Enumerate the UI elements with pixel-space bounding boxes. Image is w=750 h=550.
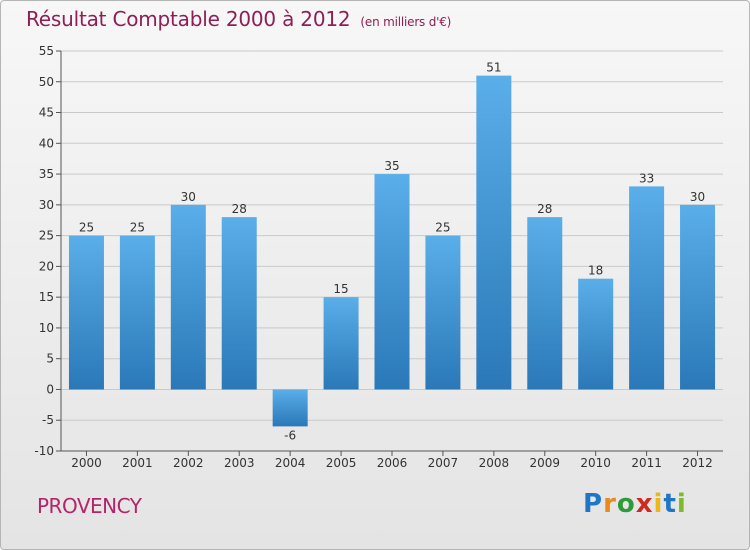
bar bbox=[629, 186, 665, 390]
y-tick-label: 55 bbox=[39, 44, 54, 58]
bar bbox=[119, 235, 155, 390]
bar bbox=[476, 75, 512, 390]
bar bbox=[527, 217, 563, 390]
logo-letter: t bbox=[663, 489, 677, 519]
y-tick-label: 10 bbox=[39, 321, 54, 335]
y-tick-label: 15 bbox=[39, 290, 54, 304]
y-tick-label: 45 bbox=[39, 106, 54, 120]
y-tick-label: 0 bbox=[46, 382, 54, 396]
bar bbox=[680, 204, 716, 390]
data-label: 25 bbox=[79, 221, 94, 235]
x-tick-label: 2007 bbox=[428, 456, 459, 470]
x-tick-label: 2001 bbox=[122, 456, 153, 470]
bar bbox=[374, 174, 410, 390]
bar bbox=[68, 235, 104, 390]
logo-letter: o bbox=[616, 489, 636, 519]
data-label: 18 bbox=[588, 264, 603, 278]
y-tick-label: 40 bbox=[39, 136, 54, 150]
x-tick-label: 2003 bbox=[224, 456, 255, 470]
logo-letter: i bbox=[653, 489, 664, 519]
data-label: -6 bbox=[284, 428, 296, 442]
x-tick-label: 2002 bbox=[173, 456, 204, 470]
y-tick-label: 50 bbox=[39, 75, 54, 89]
x-tick-label: 2000 bbox=[71, 456, 102, 470]
data-label: 28 bbox=[232, 202, 247, 216]
y-tick-label: 5 bbox=[46, 352, 54, 366]
x-tick-label: 2008 bbox=[479, 456, 510, 470]
x-tick-label: 2011 bbox=[631, 456, 662, 470]
data-label: 30 bbox=[181, 190, 196, 204]
logo-letter: r bbox=[603, 489, 617, 519]
x-tick-label: 2012 bbox=[682, 456, 713, 470]
x-tick-label: 2006 bbox=[377, 456, 408, 470]
city-name: PROVENCY bbox=[37, 494, 142, 518]
bar bbox=[425, 235, 461, 390]
bar bbox=[323, 297, 359, 390]
data-label: 25 bbox=[130, 221, 145, 235]
logo-letter: x bbox=[635, 489, 654, 519]
y-tick-label: -5 bbox=[42, 413, 54, 427]
data-label: 25 bbox=[435, 221, 450, 235]
proxiti-logo: Proxiti bbox=[583, 489, 687, 519]
title-text: Résultat Comptable 2000 à 2012 bbox=[26, 7, 351, 31]
data-label: 35 bbox=[384, 159, 399, 173]
chart-title: Résultat Comptable 2000 à 2012 (en millie… bbox=[26, 7, 451, 31]
x-tick-label: 2010 bbox=[580, 456, 611, 470]
y-tick-label: 30 bbox=[39, 198, 54, 212]
data-label: 30 bbox=[690, 190, 705, 204]
y-tick-label: 25 bbox=[39, 229, 54, 243]
x-tick-label: 2009 bbox=[529, 456, 560, 470]
data-label: 51 bbox=[486, 61, 501, 75]
logo-letter: i bbox=[676, 489, 687, 519]
y-tick-label: 35 bbox=[39, 167, 54, 181]
bar bbox=[221, 217, 257, 390]
logo-letter: P bbox=[583, 489, 604, 519]
bar bbox=[578, 278, 614, 390]
x-tick-label: 2004 bbox=[275, 456, 306, 470]
y-tick-label: -10 bbox=[34, 444, 54, 458]
unit-label: (en milliers d'€) bbox=[360, 15, 452, 29]
bar bbox=[170, 204, 206, 390]
data-label: 15 bbox=[333, 282, 348, 296]
data-label: 28 bbox=[537, 202, 552, 216]
x-tick-label: 2005 bbox=[326, 456, 357, 470]
data-label: 33 bbox=[639, 171, 654, 185]
bar bbox=[272, 389, 308, 427]
y-tick-label: 20 bbox=[39, 259, 54, 273]
